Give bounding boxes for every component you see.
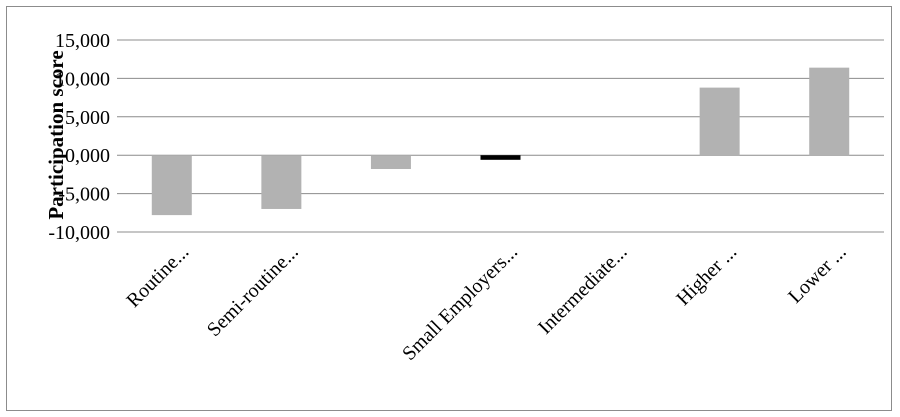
bar xyxy=(261,155,302,209)
y-tick-label: 10,000 xyxy=(55,68,110,90)
category-label: Lower ... xyxy=(784,241,851,308)
y-tick-label: 15,000 xyxy=(55,30,110,52)
y-tick-label: -5,000 xyxy=(58,184,110,206)
bars xyxy=(151,67,850,216)
gridlines xyxy=(117,39,884,233)
y-tick-label: 5,000 xyxy=(65,107,110,129)
y-tick-label: -10,000 xyxy=(48,222,110,244)
y-tick-labels: 15,000 10,000 5,000 0,000 -5,000 -10,000 xyxy=(48,30,110,244)
category-labels: Routine... Semi-routine... Small Employers… xyxy=(122,241,850,365)
y-axis-title: Participation score xyxy=(44,50,68,219)
bar xyxy=(699,87,740,156)
bar xyxy=(590,155,631,156)
bar xyxy=(809,67,850,156)
bar xyxy=(480,155,521,160)
bar xyxy=(370,155,411,170)
y-tick-label: 0,000 xyxy=(65,145,110,167)
category-label: Small Employers... xyxy=(398,241,522,365)
category-label: Routine... xyxy=(122,241,193,312)
bar xyxy=(151,155,192,216)
category-label: Higher ... xyxy=(672,241,741,310)
category-label: Semi-routine... xyxy=(203,241,303,341)
category-label: Intermediate... xyxy=(534,241,632,339)
